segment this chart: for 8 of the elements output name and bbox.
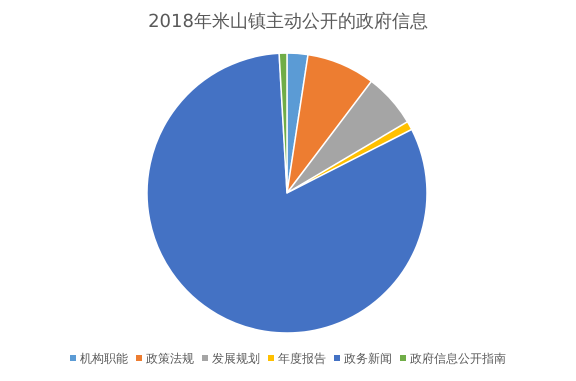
legend-label: 发展规划 [212, 351, 260, 366]
pie-slice [146, 52, 428, 334]
legend-label: 机构职能 [80, 351, 128, 366]
legend-label: 年度报告 [278, 351, 326, 366]
legend-label: 政务新闻 [344, 351, 392, 366]
legend-label: 政府信息公开指南 [410, 351, 506, 366]
chart-title: 2018年米山镇主动公开的政府信息 [148, 11, 428, 32]
legend-label: 政策法规 [146, 351, 194, 366]
